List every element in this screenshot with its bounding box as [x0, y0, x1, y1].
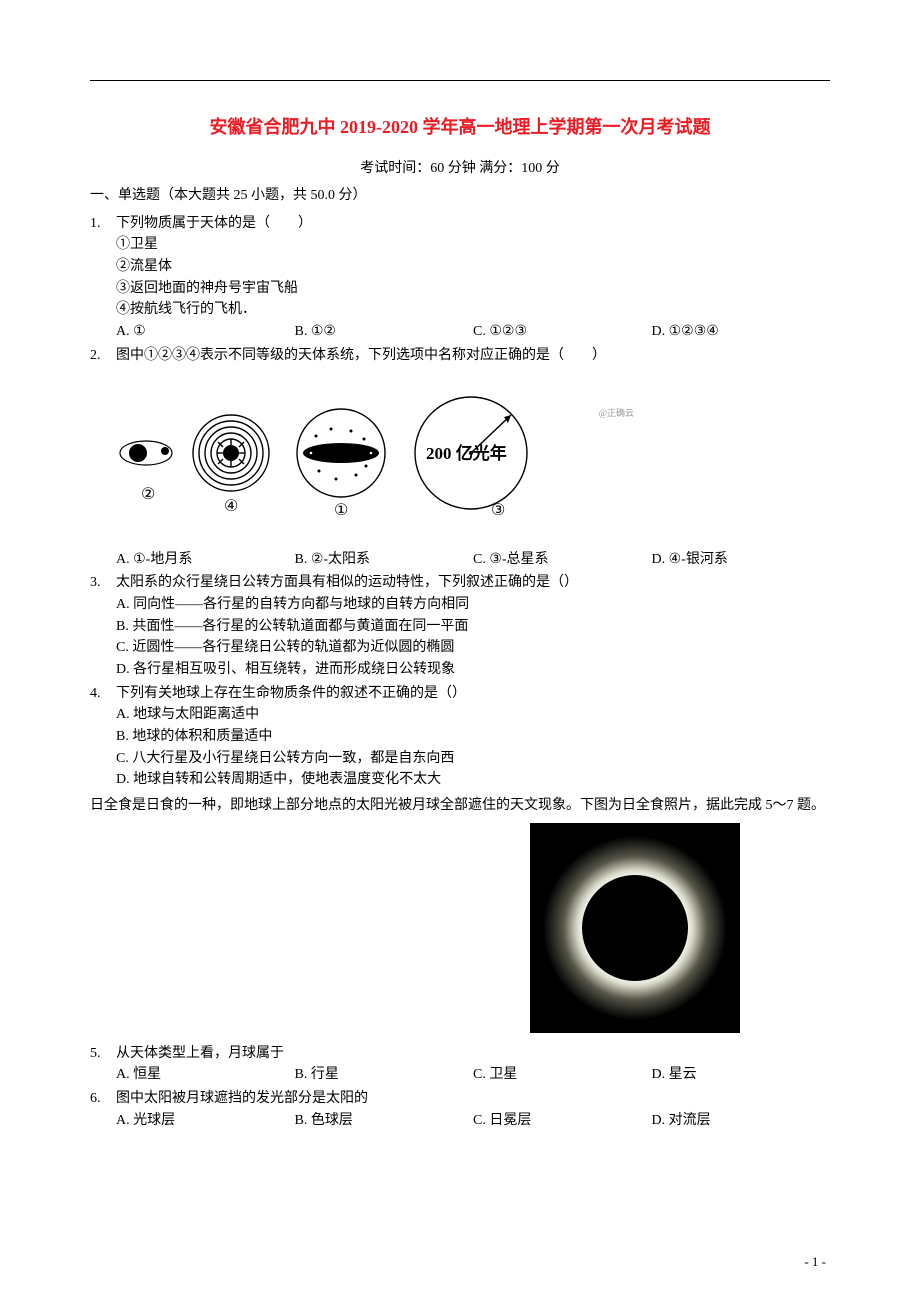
q1-number: 1.: [90, 213, 116, 235]
eclipse-photo-container: [90, 823, 740, 1033]
exam-info: 考试时间：60 分钟 满分：100 分: [90, 157, 830, 177]
q2-opt-c: C. ③-总星系: [473, 549, 652, 571]
diagram-label-3: ③: [491, 502, 505, 519]
q6-stem: 图中太阳被月球遮挡的发光部分是太阳的: [116, 1088, 830, 1110]
question-4: 4. 下列有关地球上存在生命物质条件的叙述不正确的是（） A. 地球与太阳距离适…: [90, 683, 830, 791]
q6-opt-d: D. 对流层: [652, 1110, 831, 1132]
diagram-label-2: ②: [141, 486, 155, 503]
question-6: 6. 图中太阳被月球遮挡的发光部分是太阳的 A. 光球层 B. 色球层 C. 日…: [90, 1088, 830, 1131]
question-1: 1. 下列物质属于天体的是（ ） ①卫星 ②流星体 ③返回地面的神舟号宇宙飞船 …: [90, 213, 830, 343]
section-1-header: 一、单选题（本大题共 25 小题，共 50.0 分）: [90, 185, 830, 207]
question-5: 5. 从天体类型上看，月球属于 A. 恒星 B. 行星 C. 卫星 D. 星云: [90, 1043, 830, 1086]
q3-opt-d: D. 各行星相互吸引、相互绕转，进而形成绕日公转现象: [116, 659, 830, 681]
q4-opt-c: C. 八大行星及小行星绕日公转方向一致，都是自东向西: [116, 748, 830, 770]
q4-opt-a: A. 地球与太阳距离适中: [116, 704, 830, 726]
q5-opt-c: C. 卫星: [473, 1064, 652, 1086]
q1-opt-b: B. ①②: [295, 321, 474, 343]
q6-number: 6.: [90, 1088, 116, 1110]
q1-opt-c: C. ①②③: [473, 321, 652, 343]
q1-stem: 下列物质属于天体的是（ ）: [116, 213, 830, 235]
question-3: 3. 太阳系的众行星绕日公转方面具有相似的运动特性，下列叙述正确的是（） A. …: [90, 572, 830, 680]
q4-stem: 下列有关地球上存在生命物质条件的叙述不正确的是（）: [116, 683, 830, 705]
q5-number: 5.: [90, 1043, 116, 1065]
q5-opt-d: D. 星云: [652, 1064, 831, 1086]
eclipse-photo: [530, 823, 740, 1033]
diagram-scale-text: 200 亿光年: [426, 443, 507, 463]
diagram-label-1: ①: [334, 502, 348, 519]
q3-opt-c: C. 近圆性——各行星绕日公转的轨道都为近似圆的椭圆: [116, 637, 830, 659]
q4-opt-d: D. 地球自转和公转周期适中，使地表温度变化不太大: [116, 769, 830, 791]
q6-opt-b: B. 色球层: [295, 1110, 474, 1132]
q1-opt-d: D. ①②③④: [652, 321, 831, 343]
q3-stem: 太阳系的众行星绕日公转方面具有相似的运动特性，下列叙述正确的是（）: [116, 572, 830, 594]
q2-stem: 图中①②③④表示不同等级的天体系统，下列选项中名称对应正确的是（ ）: [116, 345, 830, 367]
q2-opt-d: D. ④-银河系: [652, 549, 831, 571]
q2-opt-b: B. ②-太阳系: [295, 549, 474, 571]
q3-opt-b: B. 共面性——各行星的公转轨道面都与黄道面在同一平面: [116, 616, 830, 638]
q1-sub: ②流星体: [116, 256, 830, 278]
watermark-text: @正确云: [599, 406, 634, 419]
q5-opt-b: B. 行星: [295, 1064, 474, 1086]
page-number: - 1 -: [804, 1254, 826, 1270]
q3-number: 3.: [90, 572, 116, 594]
diagram-label-4: ④: [224, 498, 238, 515]
q6-opt-a: A. 光球层: [116, 1110, 295, 1132]
q5-opt-a: A. 恒星: [116, 1064, 295, 1086]
q6-opt-c: C. 日冕层: [473, 1110, 652, 1132]
q2-diagram: ② ④: [116, 381, 830, 531]
q4-opt-b: B. 地球的体积和质量适中: [116, 726, 830, 748]
question-2: 2. 图中①②③④表示不同等级的天体系统，下列选项中名称对应正确的是（ ） ②: [90, 345, 830, 570]
q2-opt-a: A. ①-地月系: [116, 549, 295, 571]
exam-title: 安徽省合肥九中 2019-2020 学年高一地理上学期第一次月考试题: [90, 113, 830, 139]
passage-5-7: 日全食是日食的一种，即地球上部分地点的太阳光被月球全部遮住的天文现象。下图为日全…: [90, 795, 830, 817]
q1-opt-a: A. ①: [116, 321, 295, 343]
header-divider: [90, 80, 830, 81]
q3-opt-a: A. 同向性——各行星的自转方向都与地球的自转方向相同: [116, 594, 830, 616]
q5-stem: 从天体类型上看，月球属于: [116, 1043, 830, 1065]
q1-sub: ③返回地面的神舟号宇宙飞船: [116, 278, 830, 300]
q4-number: 4.: [90, 683, 116, 705]
celestial-systems-diagram: ② ④: [116, 381, 546, 526]
q2-number: 2.: [90, 345, 116, 367]
q1-sub: ①卫星: [116, 234, 830, 256]
q1-sub: ④按航线飞行的飞机．: [116, 299, 830, 321]
